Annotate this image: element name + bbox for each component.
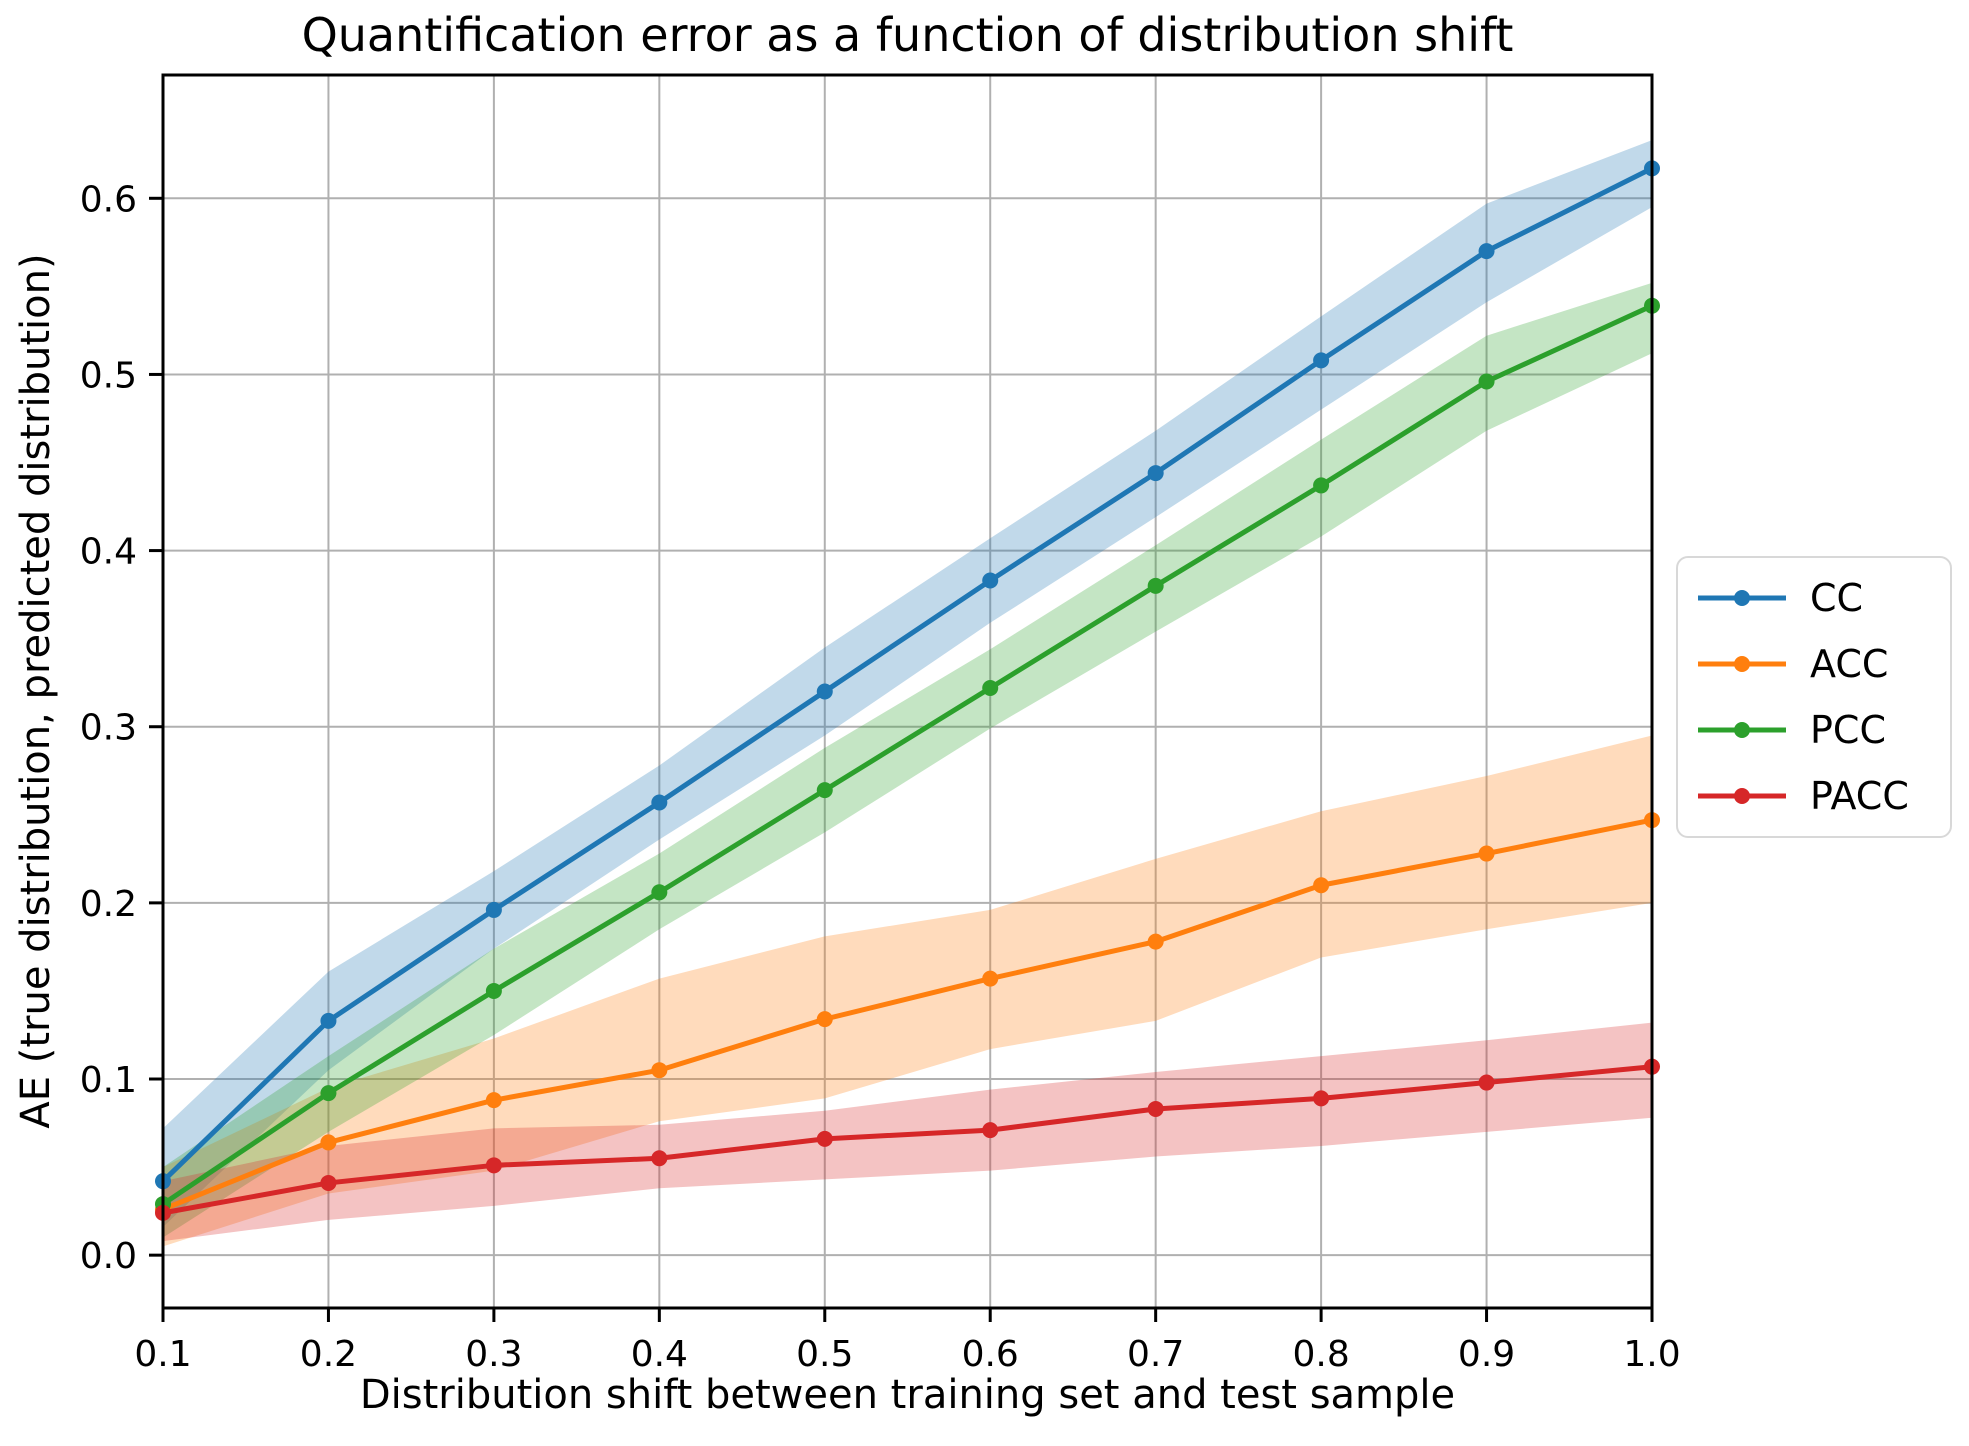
series-marker-cc — [1313, 352, 1330, 369]
legend-label-pcc: PCC — [1810, 708, 1886, 752]
series-marker-pcc — [1478, 373, 1495, 390]
x-tick-label: 0.7 — [1127, 1334, 1184, 1375]
series-marker-acc — [1313, 877, 1330, 894]
y-tick-label: 0.2 — [80, 884, 137, 925]
series-line-pcc — [160, 303, 1655, 1207]
series-line-acc — [160, 817, 1655, 1212]
series-marker-acc — [816, 1011, 833, 1028]
legend-item-cc: CC — [1696, 574, 1930, 622]
series-marker-cc — [485, 901, 502, 918]
series-marker-pacc — [982, 1122, 999, 1139]
series-marker-acc — [651, 1062, 668, 1079]
legend-line-sample-cc — [1698, 590, 1786, 606]
legend-sample-marker — [1734, 590, 1750, 606]
x-tick-label: 0.3 — [465, 1334, 522, 1375]
series-marker-pcc — [1313, 477, 1330, 494]
series-marker-cc — [320, 1012, 337, 1029]
x-tick-label: 0.9 — [1458, 1334, 1515, 1375]
series-marker-pcc — [816, 782, 833, 799]
x-tick-label: 1.0 — [1623, 1334, 1680, 1375]
series-band-acc — [163, 735, 1652, 1247]
y-tick-label: 0.6 — [80, 179, 137, 220]
series-marker-cc — [816, 683, 833, 700]
series-marker-cc — [1147, 465, 1164, 482]
legend-label-pacc: PACC — [1810, 774, 1909, 818]
legend-label-cc: CC — [1810, 576, 1864, 620]
legend-line-sample-acc — [1698, 656, 1786, 672]
series-line-cc — [160, 165, 1655, 1184]
series-marker-pcc — [320, 1085, 337, 1102]
series-marker-pacc — [651, 1150, 668, 1167]
series-marker-pacc — [485, 1157, 502, 1174]
series-line-pacc — [160, 1064, 1655, 1216]
legend-sample-marker — [1734, 722, 1750, 738]
y-tick-label: 0.0 — [80, 1236, 137, 1277]
series-marker-acc — [485, 1092, 502, 1109]
y-tick-label: 0.1 — [80, 1060, 137, 1101]
legend-item-pcc: PCC — [1696, 706, 1930, 754]
series-band-cc — [163, 140, 1652, 1227]
plot-border — [161, 73, 1654, 1310]
legend-sample-marker — [1734, 788, 1750, 804]
series-marker-pcc — [485, 982, 502, 999]
series-marker-cc — [1478, 243, 1495, 260]
series-marker-acc — [982, 970, 999, 987]
legend-line-sample-pacc — [1698, 788, 1786, 804]
legend-line-sample-pcc — [1698, 722, 1786, 738]
series-marker-pcc — [651, 884, 668, 901]
series-marker-pacc — [816, 1130, 833, 1147]
x-axis-label: Distribution shift between training set … — [359, 1372, 1456, 1418]
series-marker-pcc — [1147, 577, 1164, 594]
legend: CC ACC PCC PACC — [1676, 556, 1952, 838]
series-marker-pacc — [1313, 1090, 1330, 1107]
y-tick-label: 0.3 — [80, 708, 137, 749]
series-marker-cc — [982, 572, 999, 589]
series-band-pcc — [163, 282, 1652, 1238]
chart-title: Quantification error as a function of di… — [301, 8, 1514, 62]
x-tick-label: 0.2 — [300, 1334, 357, 1375]
legend-item-pacc: PACC — [1696, 772, 1930, 820]
y-axis-label: AE (true distribution, predicted distrib… — [13, 253, 59, 1129]
y-tick-label: 0.4 — [80, 532, 137, 573]
legend-item-acc: ACC — [1696, 640, 1930, 688]
x-tick-label: 0.5 — [796, 1334, 853, 1375]
series-marker-pacc — [1478, 1074, 1495, 1091]
x-tick-label: 0.1 — [134, 1334, 191, 1375]
series-marker-cc — [651, 794, 668, 811]
series-band-pacc — [163, 1022, 1652, 1242]
legend-label-acc: ACC — [1810, 642, 1889, 686]
series-marker-acc — [1478, 845, 1495, 862]
series-marker-pcc — [982, 679, 999, 696]
x-tick-label: 0.6 — [962, 1334, 1019, 1375]
series-marker-acc — [320, 1134, 337, 1151]
legend-sample-marker — [1734, 656, 1750, 672]
series-marker-acc — [1147, 933, 1164, 950]
series-marker-pacc — [1147, 1100, 1164, 1117]
y-tick-label: 0.5 — [80, 355, 137, 396]
series-marker-pacc — [320, 1174, 337, 1191]
x-tick-label: 0.8 — [1292, 1334, 1349, 1375]
x-tick-label: 0.4 — [631, 1334, 688, 1375]
